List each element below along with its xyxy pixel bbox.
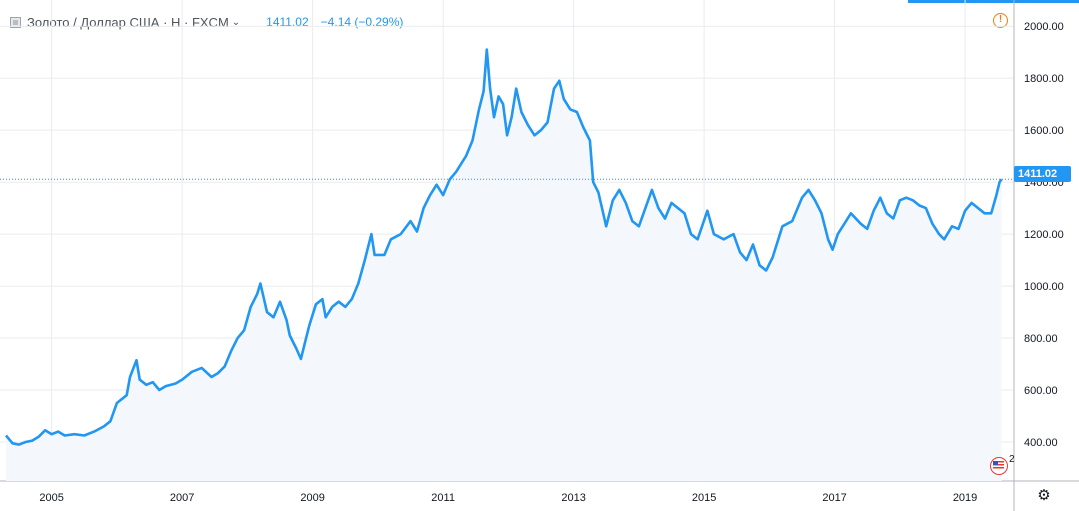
last-price-tag: 1411.02 xyxy=(1014,166,1071,182)
x-tick-label: 2019 xyxy=(953,492,977,504)
alert-icon[interactable]: ! xyxy=(993,13,1008,28)
last-price: 1411.02 xyxy=(266,15,309,29)
x-tick-label: 2013 xyxy=(561,492,585,504)
x-tick-label: 2011 xyxy=(431,492,455,504)
gear-icon[interactable]: ⚙ xyxy=(1037,487,1051,504)
top-accent-strip xyxy=(908,0,1079,3)
events-flag-icon[interactable] xyxy=(990,457,1008,475)
y-tick-label: 1200.00 xyxy=(1024,229,1064,241)
price-change: −4.14 (−0.29%) xyxy=(320,15,404,29)
x-tick-label: 2005 xyxy=(39,492,63,504)
chevron-down-icon[interactable]: ⌄ xyxy=(231,16,241,28)
y-tick-label: 1000.00 xyxy=(1024,281,1064,293)
events-count: 2 xyxy=(1009,454,1015,465)
y-tick-label: 600.00 xyxy=(1024,385,1058,397)
x-tick-label: 2017 xyxy=(822,492,846,504)
y-tick-label: 1800.00 xyxy=(1024,73,1064,85)
x-tick-label: 2009 xyxy=(300,492,324,504)
symbol-logo-icon xyxy=(10,16,21,28)
price-line[interactable] xyxy=(5,48,1003,446)
y-tick-label: 800.00 xyxy=(1024,333,1058,345)
y-tick-label: 2000.00 xyxy=(1024,21,1064,33)
x-tick-label: 2007 xyxy=(170,492,194,504)
price-area xyxy=(6,49,1002,481)
y-tick-label: 1600.00 xyxy=(1024,125,1064,137)
x-tick-label: 2015 xyxy=(692,492,716,504)
y-tick-label: 400.00 xyxy=(1024,437,1058,449)
